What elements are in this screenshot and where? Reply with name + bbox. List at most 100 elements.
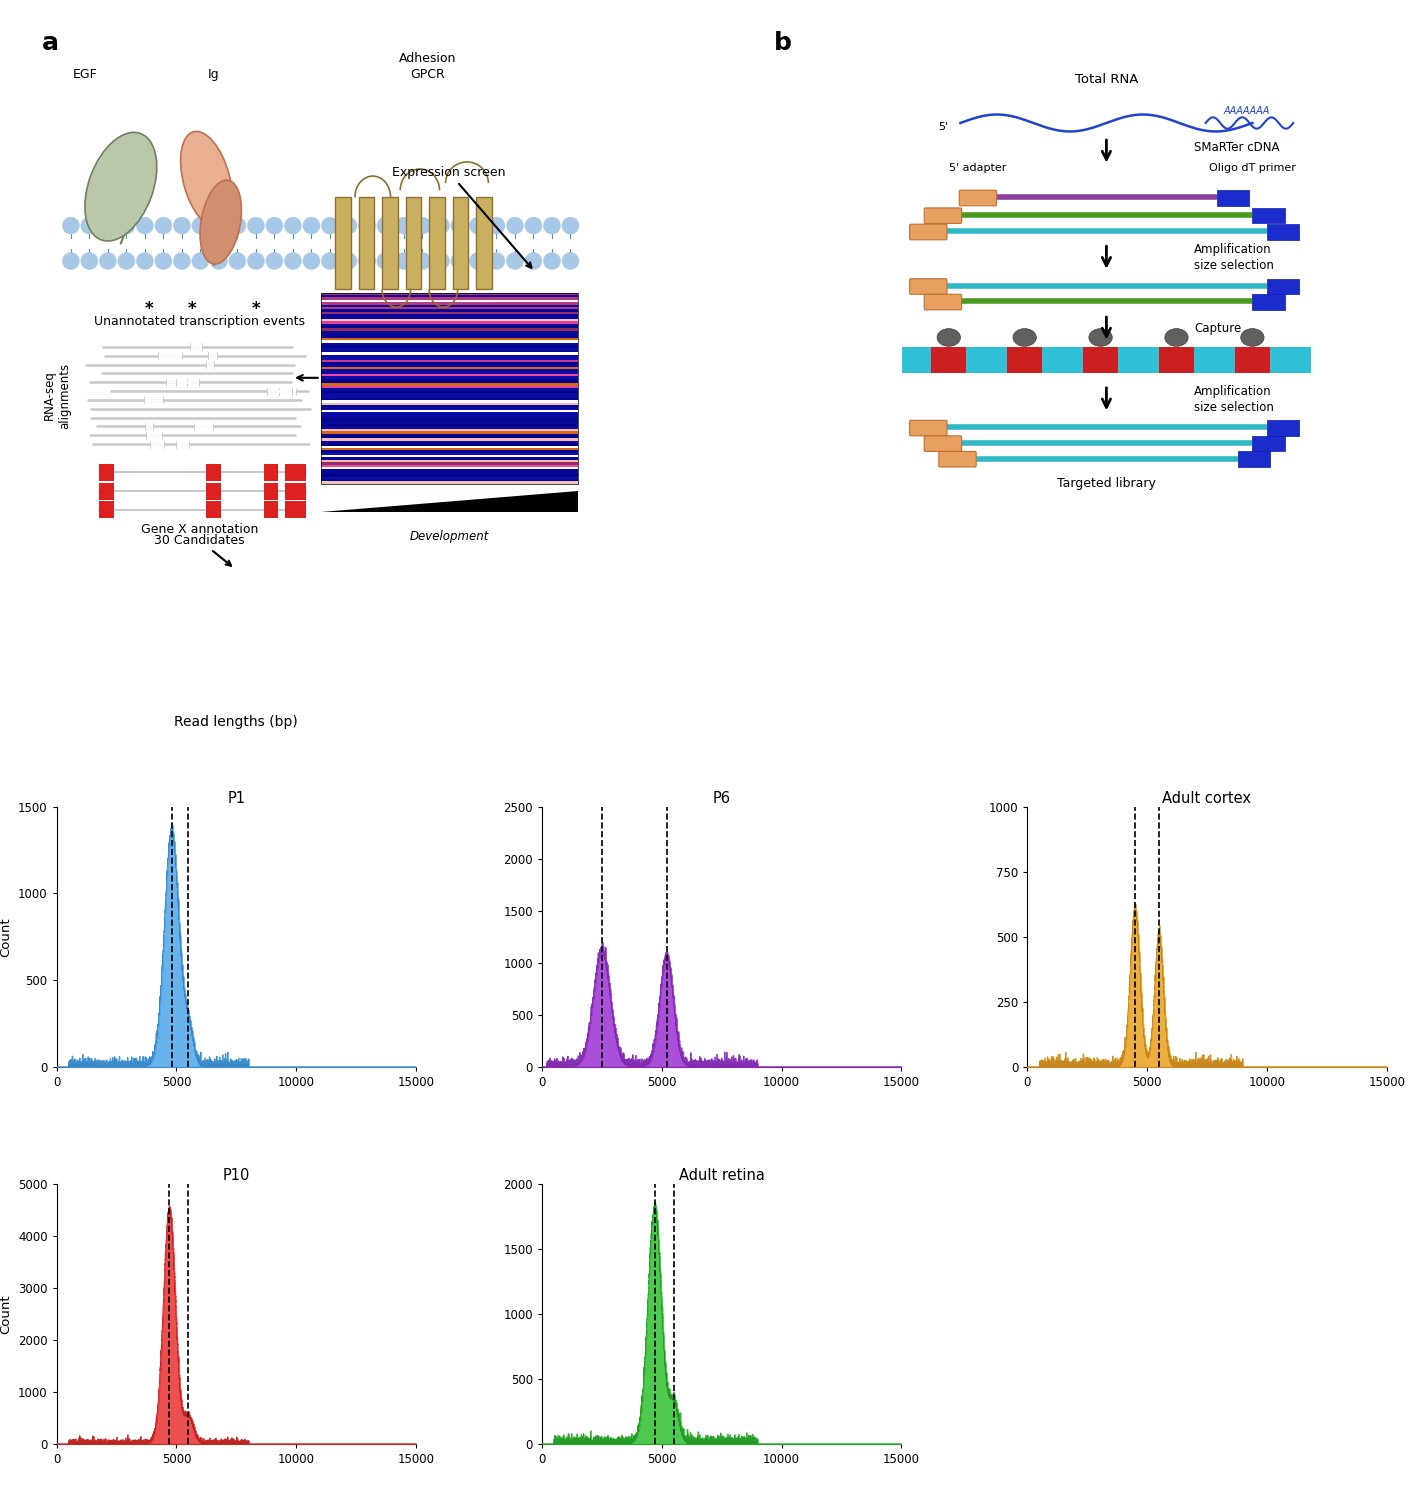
Bar xyxy=(321,359,577,362)
Bar xyxy=(358,197,374,289)
Text: Expression screen: Expression screen xyxy=(392,165,532,268)
Bar xyxy=(284,483,299,499)
Bar xyxy=(291,483,307,499)
Circle shape xyxy=(248,253,265,269)
Circle shape xyxy=(62,217,79,235)
Bar xyxy=(321,328,577,331)
Circle shape xyxy=(266,217,283,235)
Bar xyxy=(931,347,966,373)
Circle shape xyxy=(154,217,173,235)
Circle shape xyxy=(488,217,505,235)
Circle shape xyxy=(543,217,560,235)
Text: 5': 5' xyxy=(938,122,948,131)
FancyBboxPatch shape xyxy=(910,420,947,436)
Bar xyxy=(321,457,577,460)
Bar xyxy=(321,436,577,439)
Circle shape xyxy=(211,253,228,269)
Bar xyxy=(321,376,577,379)
Title: P10: P10 xyxy=(222,1167,250,1182)
Circle shape xyxy=(562,217,579,235)
Bar xyxy=(321,444,577,445)
Bar xyxy=(321,393,577,396)
Circle shape xyxy=(395,217,413,235)
Bar xyxy=(321,391,577,393)
Bar xyxy=(321,387,577,388)
Bar xyxy=(321,371,577,374)
Circle shape xyxy=(340,217,357,235)
Bar xyxy=(1235,347,1269,373)
Bar xyxy=(1007,347,1043,373)
Circle shape xyxy=(62,253,79,269)
Circle shape xyxy=(136,253,153,269)
Circle shape xyxy=(99,217,116,235)
Bar xyxy=(1252,295,1285,310)
FancyBboxPatch shape xyxy=(959,190,996,206)
Bar xyxy=(429,197,444,289)
Bar xyxy=(406,197,422,289)
FancyBboxPatch shape xyxy=(938,451,976,468)
Bar xyxy=(321,420,577,423)
Bar xyxy=(321,427,577,429)
Bar xyxy=(321,331,577,334)
Bar xyxy=(321,381,577,384)
Circle shape xyxy=(192,253,209,269)
Text: *: * xyxy=(188,299,197,317)
Bar xyxy=(321,453,577,456)
Bar xyxy=(263,483,277,499)
Text: a: a xyxy=(42,32,59,56)
Bar xyxy=(321,462,577,465)
Bar xyxy=(382,197,398,289)
Bar xyxy=(321,350,577,352)
Bar xyxy=(321,400,577,403)
Bar xyxy=(321,441,577,444)
Bar xyxy=(321,448,577,451)
Circle shape xyxy=(303,253,320,269)
Bar xyxy=(321,326,577,329)
Ellipse shape xyxy=(1165,328,1189,346)
Polygon shape xyxy=(321,492,577,513)
Bar xyxy=(321,314,577,317)
Text: Total RNA: Total RNA xyxy=(1075,74,1138,86)
Ellipse shape xyxy=(937,328,961,346)
Text: EGF: EGF xyxy=(72,68,98,81)
Bar xyxy=(1266,224,1299,239)
Bar xyxy=(99,463,113,481)
Bar xyxy=(321,340,577,343)
Circle shape xyxy=(470,253,487,269)
Bar xyxy=(99,501,113,519)
Circle shape xyxy=(81,217,98,235)
Circle shape xyxy=(525,217,542,235)
Bar xyxy=(263,501,277,519)
Circle shape xyxy=(433,217,450,235)
Bar xyxy=(321,293,577,484)
Bar xyxy=(321,310,577,311)
Bar xyxy=(321,433,577,436)
Circle shape xyxy=(192,217,209,235)
Bar xyxy=(321,343,577,346)
Bar xyxy=(291,463,307,481)
Text: Adhesion
GPCR: Adhesion GPCR xyxy=(399,51,457,81)
Circle shape xyxy=(284,217,301,235)
Bar xyxy=(1082,347,1118,373)
Text: Read lengths (bp): Read lengths (bp) xyxy=(174,714,299,729)
Title: P6: P6 xyxy=(713,791,730,806)
Bar xyxy=(321,295,577,298)
Text: AAAAAAA: AAAAAAA xyxy=(1224,105,1269,116)
Bar xyxy=(321,438,577,441)
Bar xyxy=(321,355,577,358)
Bar xyxy=(1252,436,1285,451)
Bar xyxy=(321,432,577,433)
Text: RNA-seq
alignments: RNA-seq alignments xyxy=(42,362,71,429)
Bar xyxy=(321,364,577,367)
Circle shape xyxy=(117,217,134,235)
Bar xyxy=(321,460,577,463)
Circle shape xyxy=(340,253,357,269)
Bar xyxy=(321,474,577,477)
Circle shape xyxy=(433,253,450,269)
Bar xyxy=(321,403,577,405)
Bar xyxy=(321,388,577,391)
Bar xyxy=(335,197,351,289)
Circle shape xyxy=(81,253,98,269)
Bar xyxy=(321,356,577,359)
Text: Amplification
size selection: Amplification size selection xyxy=(1194,385,1274,414)
